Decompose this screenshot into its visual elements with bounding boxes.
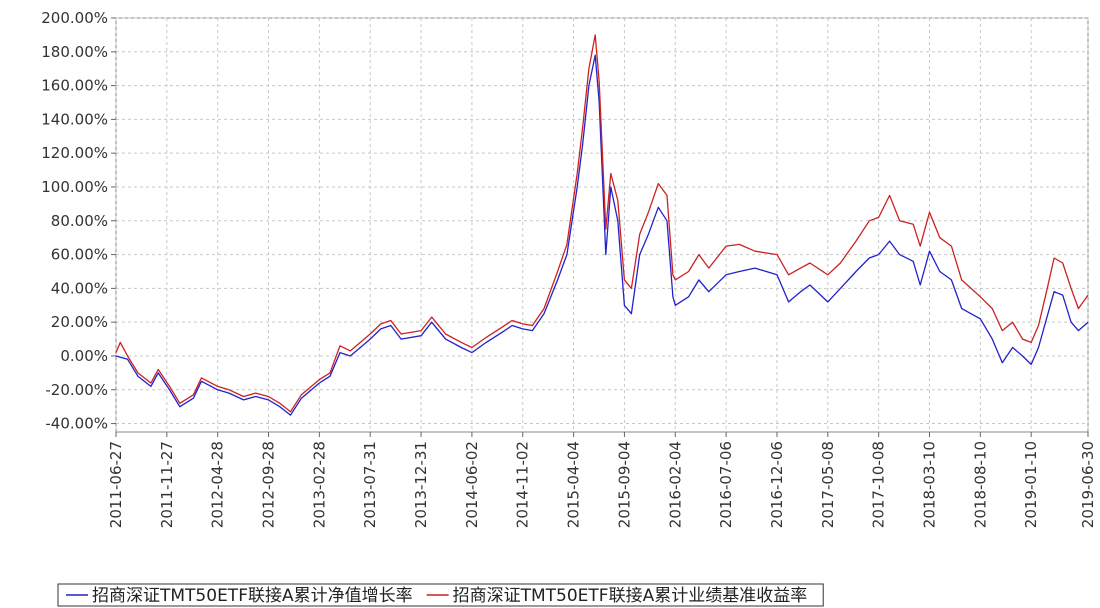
- x-tick-label: 2014-11-02: [514, 441, 532, 528]
- x-tick-label: 2016-07-06: [717, 441, 735, 528]
- plot-area: [115, 17, 1089, 433]
- grid-lines: [115, 17, 1089, 432]
- x-tick-label: 2015-09-04: [615, 441, 633, 528]
- y-tick-label: 40.00%: [51, 279, 108, 297]
- x-tick-label: 2013-12-31: [412, 441, 430, 528]
- x-tick-label: 2016-02-04: [666, 441, 684, 528]
- x-tick-label: 2015-04-04: [565, 441, 583, 528]
- y-tick-label: 200.00%: [41, 9, 108, 27]
- y-tick-label: 0.00%: [60, 347, 108, 365]
- legend-label: 招商深证TMT50ETF联接A累计净值增长率: [92, 586, 413, 606]
- y-tick-label: 160.00%: [41, 77, 108, 95]
- x-axis: 2011-06-27 2011-11-27 2012-04-28 2012-09-28…: [107, 432, 1097, 528]
- x-tick-label: 2011-06-27: [107, 441, 125, 528]
- y-tick-label: 20.00%: [51, 313, 108, 331]
- x-tick-label: 2012-04-28: [209, 441, 227, 528]
- x-tick-label: 2016-12-06: [768, 441, 786, 528]
- x-tick-label: 2017-05-08: [819, 441, 837, 528]
- x-tick-label: 2018-03-10: [920, 441, 938, 528]
- y-tick-label: -20.00%: [45, 381, 108, 399]
- y-tick-label: 180.00%: [41, 43, 108, 61]
- y-tick-label: 140.00%: [41, 110, 108, 128]
- y-tick-label: -40.00%: [45, 415, 108, 433]
- x-tick-label: 2019-01-10: [1022, 441, 1040, 528]
- y-tick-label: 100.00%: [41, 178, 108, 196]
- x-tick-label: 2013-07-31: [361, 441, 379, 528]
- x-tick-label: 2011-11-27: [158, 441, 176, 528]
- legend-label: 招商深证TMT50ETF联接A累计业绩基准收益率: [453, 586, 808, 606]
- x-tick-label: 2014-06-02: [463, 441, 481, 528]
- x-tick-label: 2012-09-28: [260, 441, 278, 528]
- series-line-benchmark: [115, 34, 1089, 413]
- y-tick-label: 80.00%: [51, 212, 108, 230]
- x-tick-label: 2018-08-10: [971, 441, 989, 528]
- y-tick-label: 60.00%: [51, 246, 108, 264]
- series-line-nav-growth: [115, 54, 1089, 416]
- x-tick-label: 2013-02-28: [310, 441, 328, 528]
- series-layer: [115, 34, 1089, 416]
- x-tick-label: 2017-10-08: [870, 441, 888, 528]
- x-tick-label: 2019-06-30: [1079, 441, 1097, 528]
- y-axis: -40.00% -20.00% 0.00% 20.00% 40.00% 60.00% 80.…: [41, 9, 116, 433]
- legend: 招商深证TMT50ETF联接A累计净值增长率 招商深证TMT50ETF联接A累计业…: [57, 583, 824, 607]
- y-tick-label: 120.00%: [41, 144, 108, 162]
